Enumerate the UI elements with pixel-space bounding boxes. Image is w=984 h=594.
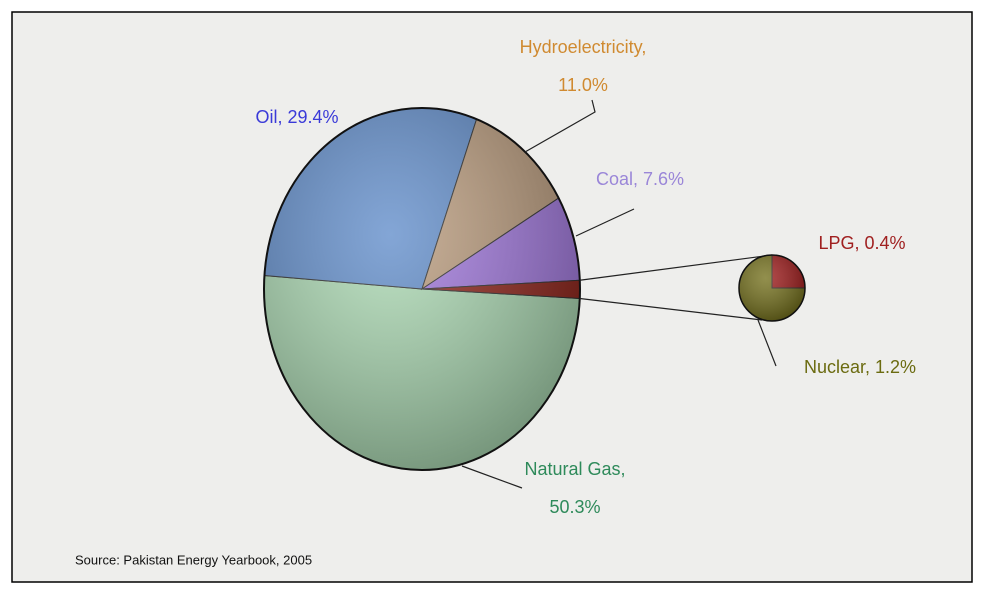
data-label: Hydroelectricity, xyxy=(520,37,647,57)
connector xyxy=(579,297,763,321)
leader-line xyxy=(524,99,596,153)
data-label: Oil, 29.4% xyxy=(255,107,338,127)
data-label: Natural Gas, xyxy=(524,459,625,479)
connector xyxy=(579,254,773,281)
data-label: LPG, 0.4% xyxy=(818,233,905,253)
data-label: Nuclear, 1.2% xyxy=(804,357,916,377)
source: Source: Pakistan Energy Yearbook, 2005 xyxy=(75,552,312,567)
data-label: Coal, 7.6% xyxy=(596,169,684,189)
leader-line xyxy=(575,208,635,237)
data-label: 11.0% xyxy=(558,75,608,95)
pie-shade xyxy=(738,254,806,322)
pie-shade xyxy=(263,107,581,471)
data-label: 50.3% xyxy=(549,497,600,517)
leader-line xyxy=(757,319,777,367)
leader-line xyxy=(461,465,523,489)
